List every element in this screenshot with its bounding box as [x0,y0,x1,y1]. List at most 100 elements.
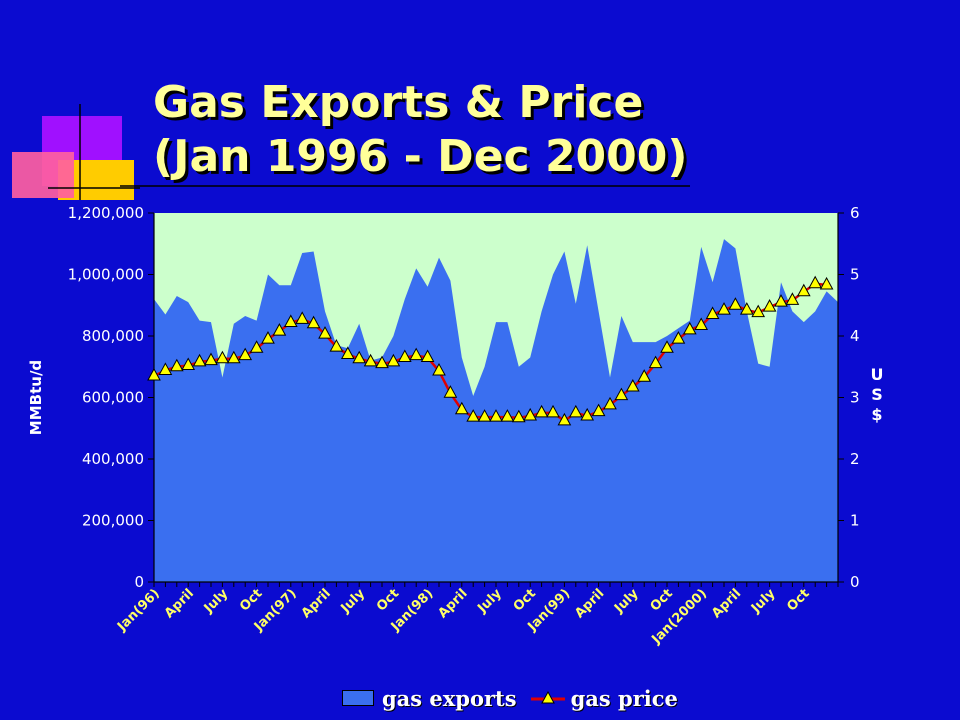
deco-pink-square [12,152,74,198]
slide-title: Gas Exports & Price (Jan 1996 - Dec 2000… [153,76,688,184]
x-tick-label: July [201,586,232,617]
y2-tick-label: 6 [850,204,860,222]
price-marker [785,292,800,305]
price-marker [477,409,492,422]
y2-tick-label: 0 [850,573,860,591]
price-marker [819,276,834,290]
y-tick-label: 400,000 [82,450,144,468]
gas-exports-price-chart: 0 200,000 400,000 600,000 800,000 1,000,000 1,… [27,204,884,648]
price-marker [352,350,367,364]
price-marker [204,352,218,366]
price-marker [751,304,766,318]
price-marker [557,412,572,426]
x-tick-label: Oct [511,586,539,614]
price-marker [728,297,743,310]
price-marker [238,347,253,361]
slide-title-line1: Gas Exports & Price [153,77,644,128]
price-marker [318,326,332,339]
x-tick-label: April [299,586,334,621]
x-tick-label: Oct [237,586,265,614]
price-marker [648,355,663,369]
price-marker [397,349,412,363]
price-marker [432,363,446,376]
price-marker [568,404,583,418]
y2-tick-label: 1 [850,512,860,530]
x-tick-label: April [709,586,744,621]
price-marker [534,404,549,418]
price-marker [158,362,173,375]
price-marker [523,407,538,421]
decorative-squares [12,104,140,200]
x-tick-label: Oct [374,586,402,614]
price-marker [489,409,503,422]
price-marker [454,401,469,415]
y2-axis-label: U [871,365,884,384]
legend-swatch-gas-price [530,690,565,704]
price-marker [375,355,389,369]
price-marker [181,357,196,371]
price-marker [147,367,161,381]
y-tick-label: 1,000,000 [68,266,144,284]
y2-tick-label: 2 [850,450,860,468]
price-marker [295,311,310,324]
price-marker [466,409,481,422]
price-marker [625,379,640,392]
x-tick-label: Oct [648,586,676,614]
x-tick-label: Oct [784,586,812,614]
x-tick-label: Jan(96) [114,586,163,635]
price-marker [796,283,811,297]
chart-legend: gas exports gas price [342,685,678,711]
price-marker [546,404,560,418]
price-marker [261,331,275,344]
price-marker [420,349,435,363]
price-marker [272,323,287,336]
price-marker [306,315,321,329]
y2-axis-label: S [871,385,883,404]
price-marker [762,299,777,312]
price-marker [283,314,298,327]
price-marker [443,385,458,398]
price-marker [511,409,526,423]
y-tick-label: 200,000 [82,512,144,530]
x-tick-label: April [162,586,197,621]
y2-tick-label: 5 [850,266,860,284]
price-marker [717,302,731,315]
y-tick-label: 800,000 [82,327,144,345]
price-marker [249,340,264,353]
x-tick-label: July [338,586,369,617]
price-marker [682,321,697,335]
price-marker [215,350,230,364]
legend-label-gas-exports: gas exports [382,685,517,711]
price-marker [614,387,629,401]
price-marker [386,353,401,367]
price-marker [580,407,595,421]
y2-axis-label: $ [871,405,882,424]
legend-swatch-gas-exports [342,690,374,706]
price-marker [739,302,754,315]
y-tick-label: 600,000 [82,389,144,407]
price-marker [169,358,184,372]
price-marker [591,403,606,417]
y2-tick-label: 3 [850,389,860,407]
legend-label-gas-price: gas price [570,685,678,711]
y-tick-label: 0 [134,573,144,591]
y-tick-label: 1,200,000 [68,204,144,222]
title-underline [120,185,690,187]
x-tick-label: July [748,586,779,617]
slide-title-line2: (Jan 1996 - Dec 2000) [153,131,688,182]
price-marker [774,294,788,307]
price-marker [808,275,823,289]
x-tick-label: April [572,586,607,621]
price-marker [363,353,378,367]
price-marker [226,350,241,364]
price-marker [340,346,355,359]
x-tick-label: July [474,586,505,617]
x-tick-label: July [611,586,642,617]
x-tick-label: April [435,586,470,621]
price-marker [329,339,344,352]
price-marker [603,396,617,410]
price-marker [192,353,207,367]
y2-tick-label: 4 [850,327,860,345]
price-marker [637,369,652,382]
price-marker [500,409,515,422]
